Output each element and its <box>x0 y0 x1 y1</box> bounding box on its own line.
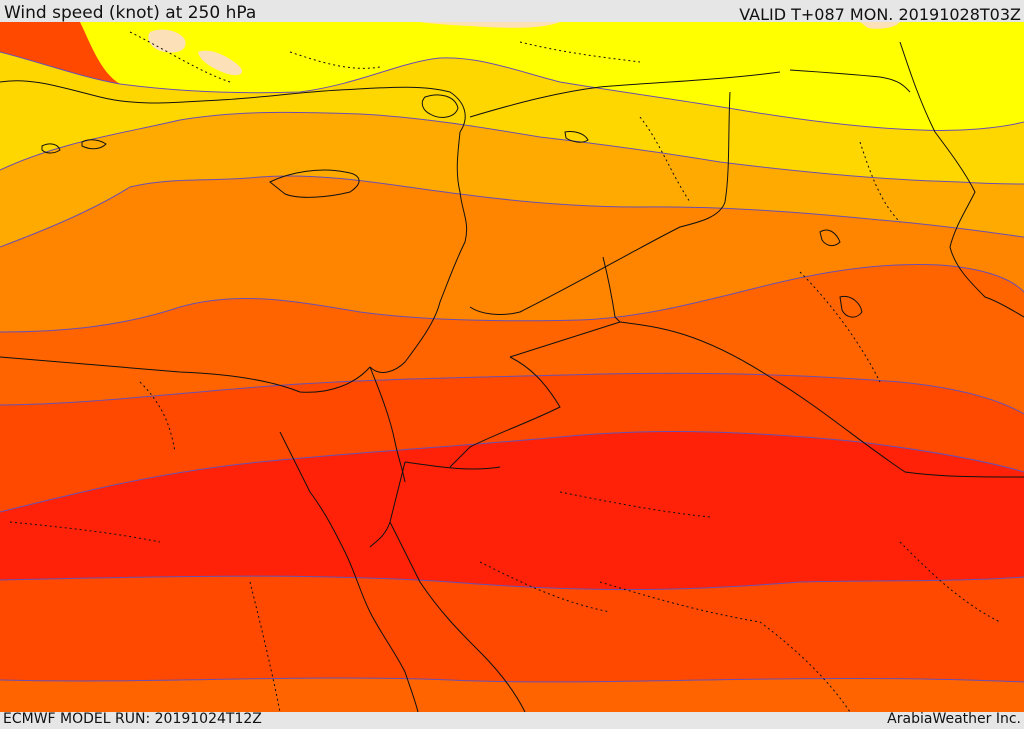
band-lightest-4 <box>860 22 900 29</box>
band-lightest-2 <box>198 50 243 76</box>
wind-speed-map <box>0 22 1024 712</box>
credit: ArabiaWeather Inc. <box>887 711 1021 727</box>
band-orange <box>0 175 1024 332</box>
band-red-orange-lower <box>0 576 1024 682</box>
band-orange-south <box>0 675 1024 712</box>
band-yellow <box>80 22 1024 131</box>
province-borders <box>9 31 1001 712</box>
band-dark-orange <box>0 264 1024 414</box>
model-run: ECMWF MODEL RUN: 20191024T12Z <box>3 711 262 727</box>
band-red-orange-mid <box>0 373 1024 512</box>
country-borders <box>0 41 1024 712</box>
band-amber <box>0 112 1024 247</box>
band-lightest-3 <box>420 22 560 28</box>
isotach-contours <box>0 51 1024 683</box>
valid-time: VALID T+087 MON. 20191028T03Z <box>739 5 1021 24</box>
islands <box>41 94 863 318</box>
band-red-core <box>0 431 1024 590</box>
map-title: Wind speed (knot) at 250 hPa <box>4 3 257 23</box>
band-gold <box>0 52 1024 184</box>
